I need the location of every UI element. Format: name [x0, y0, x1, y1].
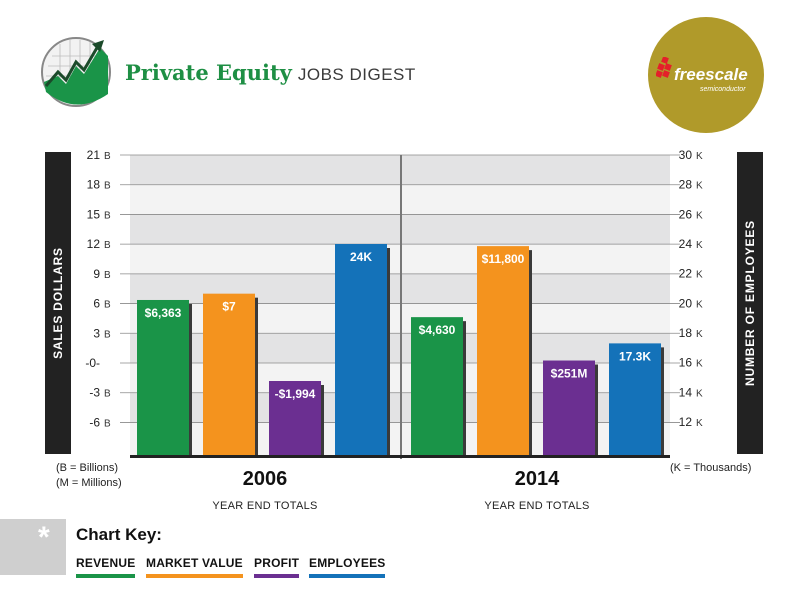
left-tick-unit: B [104, 270, 111, 281]
right-tick-unit: K [696, 359, 703, 370]
right-tick-unit: K [696, 388, 703, 399]
left-tick-unit: B [104, 418, 111, 429]
asterisk-icon: * [38, 521, 50, 554]
left-tick-label: -3 [89, 386, 100, 400]
bar-shadow-employees [387, 248, 390, 455]
bar-label-profit-2006: -$1,994 [275, 387, 316, 401]
bar-shadow-market-value [529, 250, 532, 455]
left-tick-unit: B [104, 210, 111, 221]
bar-shadow-profit [595, 364, 598, 455]
left-tick-label: 21 [87, 148, 101, 162]
bar-shadow-market-value [255, 297, 258, 455]
left-tick-label: 18 [87, 178, 101, 192]
bar-label-employees-2006: 24K [350, 250, 372, 264]
left-tick-unit: B [104, 240, 111, 251]
right-tick-unit: K [696, 418, 703, 429]
key-label-employees: EMPLOYEES [309, 556, 386, 570]
bar-label-market-value-2014: $11,800 [482, 252, 525, 266]
key-swatch-employees [309, 574, 386, 578]
left-unit-note-millions: (M = Millions) [56, 477, 122, 489]
group-year-2014: 2014 [514, 468, 560, 490]
left-tick-label: 9 [93, 267, 100, 281]
bar-profit-2014 [543, 360, 595, 455]
right-tick-label: 24 [679, 237, 693, 251]
left-tick-unit: B [104, 389, 111, 400]
left-unit-note-billions: (B = Billions) [56, 462, 119, 474]
left-axis-title-bar: SALES DOLLARS [45, 152, 71, 454]
chart-baseline [130, 455, 670, 458]
bar-employees-2014 [609, 343, 661, 455]
key-label-profit: PROFIT [254, 556, 300, 570]
bar-label-revenue-2006: $6,363 [145, 306, 182, 320]
right-tick-label: 30 [679, 148, 693, 162]
bar-market-value-2014 [477, 246, 529, 455]
right-tick-unit: K [696, 270, 703, 281]
key-swatch-revenue [76, 574, 136, 578]
right-tick-label: 16 [679, 356, 693, 370]
freescale-mark-icon [656, 57, 672, 78]
left-tick-label: -0- [85, 356, 100, 370]
bar-label-revenue-2014: $4,630 [419, 323, 456, 337]
right-tick-unit: K [696, 181, 703, 192]
bar-profit-2006 [269, 381, 321, 455]
bar-revenue-2006 [137, 299, 189, 455]
right-tick-unit: K [696, 151, 703, 162]
brand-title: Private Equity JOBS DIGEST [125, 60, 416, 85]
right-unit-note: (K = Thousands) [670, 462, 752, 474]
brand-title-sub: JOBS DIGEST [297, 65, 416, 84]
bar-revenue-2014 [411, 317, 463, 455]
key-swatch-market-value [146, 574, 243, 578]
right-tick-label: 20 [679, 296, 693, 310]
bar-shadow-employees [661, 347, 664, 455]
badge-subtitle: semiconductor [700, 86, 746, 93]
key-item-revenue: REVENUE [76, 556, 136, 578]
bar-shadow-revenue [189, 303, 192, 455]
right-axis-title-bar: NUMBER OF EMPLOYEES [737, 152, 763, 454]
group-subtitle-2014: YEAR END TOTALS [484, 500, 590, 512]
left-tick-label: 12 [87, 237, 101, 251]
right-tick-label: 14 [679, 385, 693, 399]
right-tick-unit: K [696, 210, 703, 221]
left-tick-unit: B [104, 329, 111, 340]
left-tick-unit: B [104, 300, 111, 311]
right-tick-unit: K [696, 299, 703, 310]
group-subtitle-2006: YEAR END TOTALS [212, 500, 318, 512]
bar-shadow-revenue [463, 321, 466, 455]
left-tick-unit: B [104, 151, 111, 162]
bar-label-profit-2014: $251M [551, 367, 588, 381]
left-tick-label: -6 [89, 415, 100, 429]
brand-title-main: Private Equity [125, 60, 292, 85]
badge-wordmark: freescale [674, 65, 748, 84]
left-tick-unit: B [104, 181, 111, 192]
bar-label-market-value-2006: $7 [222, 300, 236, 314]
key-item-profit: PROFIT [254, 556, 300, 578]
key-item-employees: EMPLOYEES [309, 556, 386, 578]
left-tick-label: 3 [93, 326, 100, 340]
left-tick-label: 15 [87, 207, 101, 221]
chart-key-title: Chart Key: [76, 525, 162, 544]
bar-shadow-profit [321, 385, 324, 455]
bar-employees-2006 [335, 244, 387, 455]
right-tick-label: 12 [679, 415, 693, 429]
key-item-market-value: MARKET VALUE [146, 556, 243, 578]
right-tick-unit: K [696, 329, 703, 340]
company-badge: freescale semiconductor [648, 17, 764, 133]
key-label-revenue: REVENUE [76, 556, 136, 570]
right-tick-label: 18 [679, 326, 693, 340]
bar-label-employees-2014: 17.3K [619, 349, 651, 363]
key-label-market-value: MARKET VALUE [146, 556, 243, 570]
left-tick-label: 6 [93, 297, 100, 311]
growth-chart-logo-icon [41, 37, 111, 107]
group-year-2006: 2006 [242, 468, 288, 490]
right-tick-label: 28 [679, 178, 693, 192]
right-tick-label: 26 [679, 207, 693, 221]
bar-market-value-2006 [203, 293, 255, 455]
key-asterisk-box: * [0, 519, 66, 575]
right-tick-label: 22 [679, 267, 693, 281]
key-swatch-profit [254, 574, 300, 578]
right-tick-unit: K [696, 240, 703, 251]
